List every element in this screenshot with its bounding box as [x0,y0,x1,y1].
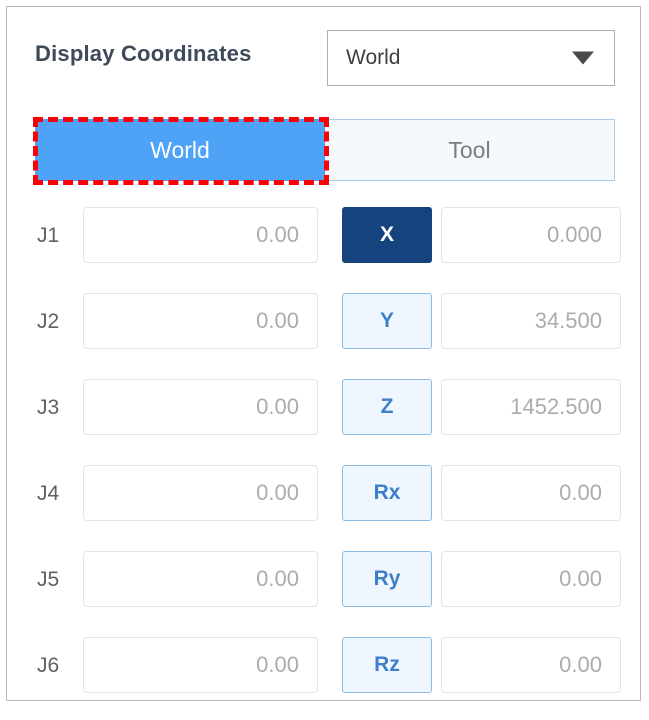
joint-value-input-j3[interactable]: 0.00 [83,379,318,435]
coordinate-row: J3 0.00 Z 1452.500 [7,365,640,451]
tab-world[interactable]: World [35,119,325,181]
chevron-down-icon [572,51,594,65]
joint-label-j5: J5 [37,568,60,591]
axis-button-y[interactable]: Y [342,293,432,349]
coordinate-system-select-value: World [346,46,401,69]
axis-value-input-z[interactable]: 1452.500 [441,379,621,435]
joint-label-j4: J4 [37,482,60,505]
page-title: Display Coordinates [35,41,252,66]
coordinate-row: J6 0.00 Rz 0.00 [7,623,640,709]
joint-label-j3: J3 [37,396,60,419]
axis-button-x[interactable]: X [342,207,432,263]
joint-value-input-j5[interactable]: 0.00 [83,551,318,607]
coordinate-row: J5 0.00 Ry 0.00 [7,537,640,623]
axis-button-z[interactable]: Z [342,379,432,435]
coordinate-row: J4 0.00 Rx 0.00 [7,451,640,537]
axis-button-rz[interactable]: Rz [342,637,432,693]
joint-value-input-j2[interactable]: 0.00 [83,293,318,349]
axis-value-input-y[interactable]: 34.500 [441,293,621,349]
display-coordinates-header: Display Coordinates World [7,29,640,87]
joint-value-input-j4[interactable]: 0.00 [83,465,318,521]
coordinate-rows: J1 0.00 X 0.000 J2 0.00 Y 34.500 J3 0.00 Z 1452.500… [7,193,640,709]
coordinate-system-select[interactable]: World [327,30,615,86]
axis-value-input-ry[interactable]: 0.00 [441,551,621,607]
joint-value-input-j1[interactable]: 0.00 [83,207,318,263]
tab-tool[interactable]: Tool [325,119,615,181]
joint-label-j2: J2 [37,310,60,333]
joint-label-j6: J6 [37,654,60,677]
axis-value-input-rx[interactable]: 0.00 [441,465,621,521]
joint-value-input-j6[interactable]: 0.00 [83,637,318,693]
axis-button-rx[interactable]: Rx [342,465,432,521]
coordinate-mode-tabs: World Tool [35,119,615,181]
joint-label-j1: J1 [37,224,60,247]
axis-value-input-x[interactable]: 0.000 [441,207,621,263]
axis-button-ry[interactable]: Ry [342,551,432,607]
axis-value-input-rz[interactable]: 0.00 [441,637,621,693]
coordinate-row: J2 0.00 Y 34.500 [7,279,640,365]
coordinate-panel: Display Coordinates World World Tool J1 0.… [6,6,641,701]
coordinate-row: J1 0.00 X 0.000 [7,193,640,279]
